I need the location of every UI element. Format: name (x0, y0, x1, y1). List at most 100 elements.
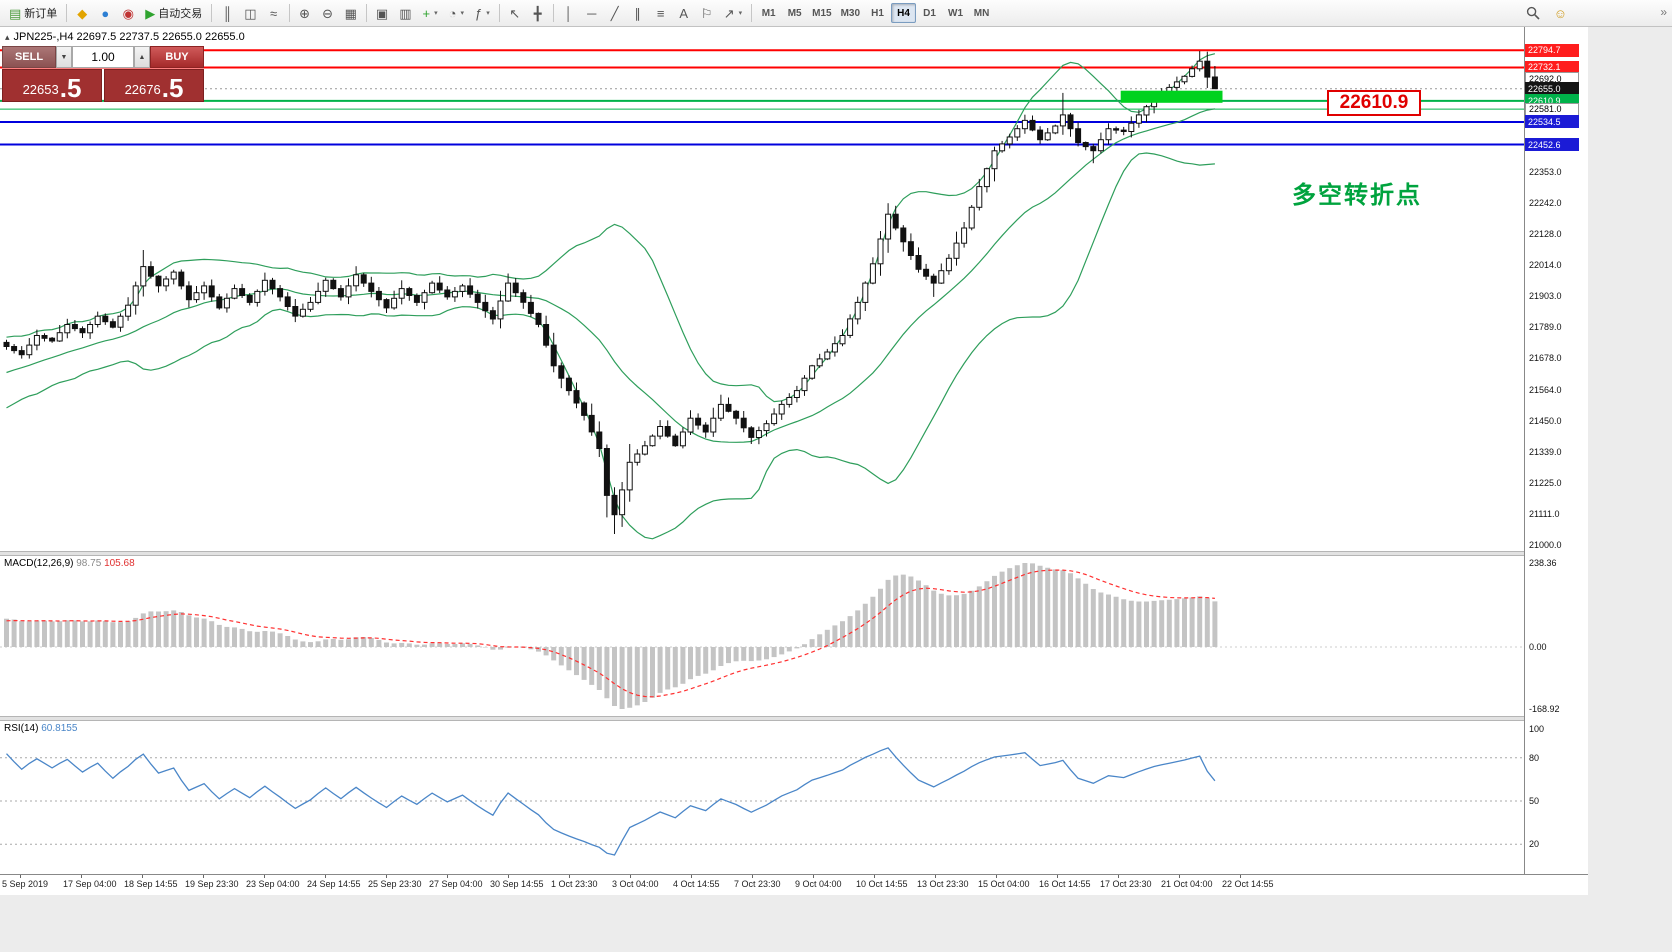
price-tick: 21225.0 (1529, 477, 1562, 488)
fibonacci-icon[interactable]: ≡ (650, 2, 672, 24)
macd-panel[interactable]: MACD(12,26,9) 98.75 105.68 (0, 556, 1524, 716)
date-label: 15 Oct 04:00 (978, 879, 1030, 889)
date-label: 18 Sep 14:55 (124, 879, 178, 889)
news-icon: ◉ (122, 5, 134, 21)
candle-chart-icon[interactable]: ◫ (239, 2, 261, 24)
new-chart-icon: + (422, 5, 431, 21)
date-label: 27 Sep 04:00 (429, 879, 483, 889)
buy-price-decimal: .5 (161, 72, 184, 103)
volume-input[interactable]: 1.00 (72, 46, 134, 68)
support-highlight (1120, 90, 1223, 103)
price-chart[interactable]: ▴ JPN225-,H4 22697.5 22737.5 22655.0 226… (0, 27, 1524, 551)
chevron-down-icon: ▾ (460, 10, 464, 17)
search-icon[interactable] (1521, 2, 1545, 24)
chart-icon: ▴ (5, 31, 10, 42)
news-icon[interactable]: ◉ (117, 2, 139, 24)
auto-trading-button[interactable]: ▶ 自动交易 (140, 2, 207, 24)
timeframe-w1[interactable]: W1 (948, 7, 964, 19)
vertical-line-icon: │ (564, 5, 573, 21)
rsi-panel[interactable]: RSI(14) 60.8155 (0, 721, 1524, 874)
vertical-line-icon[interactable]: │ (558, 2, 580, 24)
rsi-chart (0, 747, 1524, 856)
deposit-icon[interactable]: ◆ (71, 2, 93, 24)
panel-splitter-1[interactable] (0, 551, 1588, 556)
line-chart-icon: ≈ (270, 5, 278, 21)
crosshair-icon[interactable]: ╋ (527, 2, 549, 24)
timeframe-d1[interactable]: D1 (923, 7, 936, 19)
arrow-objects-icon: ↗ (723, 5, 735, 21)
date-label: 17 Sep 04:00 (63, 879, 117, 889)
channel-icon[interactable]: ∥ (627, 2, 649, 24)
date-label: 22 Oct 14:55 (1222, 879, 1274, 889)
time-axis[interactable]: 5 Sep 2019 17 Sep 04:00 18 Sep 14:55 19 Sep… (0, 874, 1588, 895)
tile-windows-icon[interactable]: ▣ (371, 2, 393, 24)
time-tick (752, 875, 753, 878)
timeframe-m30[interactable]: M30 (840, 7, 861, 19)
community-icon[interactable]: ● (94, 2, 116, 24)
profiles-button[interactable]: ◔ ▾ (444, 2, 469, 24)
text-icon[interactable]: A (673, 2, 695, 24)
rsi-label: RSI(14) 60.8155 (4, 723, 78, 734)
timeframe-mn[interactable]: MN (973, 7, 990, 19)
date-label: 30 Sep 14:55 (490, 879, 544, 889)
volume-decrease-button[interactable]: ▼ (56, 46, 72, 68)
date-label: 23 Sep 04:00 (246, 879, 300, 889)
tile-windows-icon: ▣ (375, 5, 389, 21)
cascade-windows-icon[interactable]: ▥ (394, 2, 416, 24)
date-label: 21 Oct 04:00 (1161, 879, 1213, 889)
price-tick: 21903.0 (1529, 291, 1562, 302)
bar-chart-icon[interactable]: ║ (216, 2, 238, 24)
label-icon: ⚐ (700, 5, 713, 21)
zoom-out-icon: ⊖ (322, 5, 334, 21)
price-tick: 22242.0 (1529, 197, 1562, 208)
grid-icon: ▦ (344, 5, 357, 21)
chart-title-text: JPN225-,H4 22697.5 22737.5 22655.0 22655… (13, 31, 245, 43)
timeframe-h1[interactable]: H1 (871, 7, 884, 19)
sell-button[interactable]: SELL (2, 46, 56, 68)
timeframe-m5[interactable]: M5 (787, 7, 802, 19)
time-tick (386, 875, 387, 878)
new-order-button[interactable]: ▤ 新订单 (4, 2, 62, 24)
zoom-out-icon[interactable]: ⊖ (317, 2, 339, 24)
arrow-objects-icon[interactable]: ↗ ▾ (719, 2, 747, 24)
label-icon[interactable]: ⚐ (696, 2, 718, 24)
time-tick (691, 875, 692, 878)
macd-histogram (4, 563, 1218, 709)
timeframe-m1[interactable]: M1 (761, 7, 776, 19)
sell-price-panel[interactable]: 22653 .5 (2, 69, 102, 102)
volume-increase-button[interactable]: ▲ (134, 46, 150, 68)
new-chart-button[interactable]: + ▾ (417, 2, 442, 24)
price-tick: 22014.0 (1529, 260, 1562, 271)
date-label: 16 Oct 14:55 (1039, 879, 1091, 889)
deposit-icon: ◆ (77, 5, 88, 21)
timeframe-m15[interactable]: M15 (812, 7, 832, 19)
chevron-down-icon: ▾ (434, 10, 438, 17)
cursor-icon[interactable]: ↖ (504, 2, 526, 24)
one-click-trading-panel: SELL ▼ 1.00 ▲ BUY 22653 .5 22676 .5 (2, 46, 204, 102)
price-badge: 22452.6 (1525, 138, 1579, 152)
trendline-icon: ╱ (610, 5, 619, 21)
price-badge: 22581.0 (1525, 102, 1579, 116)
price-tick: 22128.0 (1529, 229, 1562, 240)
time-tick (142, 875, 143, 878)
timeframe-h4[interactable]: H4 (891, 3, 917, 23)
chat-icon[interactable]: ☺ (1549, 2, 1572, 24)
time-tick (1118, 875, 1119, 878)
buy-price-panel[interactable]: 22676 .5 (104, 69, 204, 102)
time-tick (569, 875, 570, 878)
line-chart-icon[interactable]: ≈ (263, 2, 285, 24)
date-label: 25 Sep 23:30 (368, 879, 422, 889)
price-level-annotation: 22610.9 (1327, 90, 1421, 116)
horizontal-line-icon[interactable]: ─ (581, 2, 603, 24)
grid-icon[interactable]: ▦ (340, 2, 362, 24)
zoom-in-icon[interactable]: ⊕ (294, 2, 316, 24)
trendline-icon[interactable]: ╱ (604, 2, 626, 24)
cursor-icon: ↖ (509, 5, 521, 21)
panel-splitter-2[interactable] (0, 716, 1588, 721)
toolbar-overflow-button[interactable]: » (1660, 5, 1667, 19)
price-axis[interactable]: 22353.0 22242.0 22128.0 22014.0 21903.0 21789… (1524, 27, 1588, 895)
buy-button[interactable]: BUY (150, 46, 204, 68)
price-badge: 22534.5 (1525, 115, 1579, 129)
indicators-button[interactable]: ƒ ▾ (470, 2, 495, 24)
price-tick: 21789.0 (1529, 322, 1562, 333)
